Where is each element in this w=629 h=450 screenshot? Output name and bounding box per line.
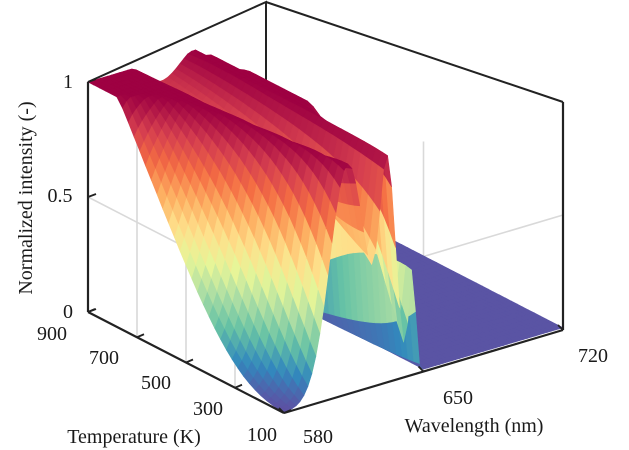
z-tick-1: 1 [63, 71, 73, 93]
y-tick-mark [234, 383, 243, 389]
z-tick-mark [87, 193, 97, 198]
y-tick-labels: 900 700 500 300 100 [37, 323, 277, 446]
x-tick-mark [278, 407, 285, 414]
z-tick-05: 0.5 [48, 185, 73, 207]
x-tick-labels: 580 650 720 [303, 345, 608, 448]
z-axis-label: Normalized intensity (-) [15, 101, 37, 294]
tick-marks [87, 78, 564, 414]
y-tick-mark [283, 409, 292, 414]
y-tick-mark [136, 333, 145, 339]
y-tick-300: 300 [193, 398, 223, 420]
x-tick-720: 720 [578, 345, 608, 367]
z-tick-labels: 0 0.5 1 [48, 71, 74, 323]
z-tick-mark [87, 78, 97, 83]
x-tick-mark [557, 324, 564, 331]
y-tick-900: 900 [37, 323, 67, 345]
x-tick-580: 580 [303, 426, 333, 448]
back-wall-right [265, 1, 564, 103]
x-tick-mark [417, 365, 425, 373]
x-axis-label: Wavelength (nm) [405, 415, 544, 437]
y-tick-mark [185, 358, 194, 364]
x-tick-650: 650 [443, 387, 473, 409]
y-tick-100: 100 [247, 424, 277, 446]
y-axis-label: Temperature (K) [67, 426, 201, 448]
y-tick-500: 500 [141, 372, 171, 394]
y-tick-700: 700 [89, 347, 119, 369]
z-tick-0: 0 [63, 301, 73, 323]
surface [87, 49, 564, 413]
y-tick-mark [87, 308, 96, 313]
